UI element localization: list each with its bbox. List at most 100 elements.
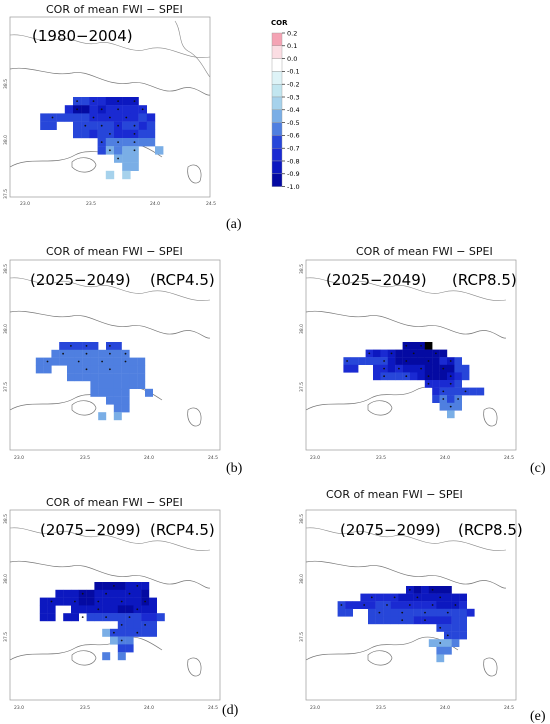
grid-cell xyxy=(454,364,462,373)
significance-dot xyxy=(62,352,64,355)
significance-dot xyxy=(383,375,385,378)
grid-cell xyxy=(94,582,103,590)
grid-cell xyxy=(417,357,425,365)
grid-cell xyxy=(406,608,414,617)
significance-dot xyxy=(370,596,373,599)
grid-cell xyxy=(436,654,445,663)
grid-cell xyxy=(105,138,115,147)
grid-cell xyxy=(110,636,118,645)
island-east xyxy=(483,407,498,427)
grid-cell xyxy=(454,402,462,411)
grid-cell xyxy=(439,357,448,365)
y-axis-ticks: 38.5 38.0 37.5 xyxy=(299,264,305,392)
grid-cell xyxy=(447,410,455,419)
coastline-ridge xyxy=(10,527,210,551)
grid-cell xyxy=(454,372,462,381)
grid-cell xyxy=(121,373,130,382)
grid-cell xyxy=(121,388,130,397)
grid-cell xyxy=(149,621,157,629)
significance-dot xyxy=(378,611,381,614)
x-tick-label: 23.0 xyxy=(14,455,24,461)
colorbar-tick-label: -0.3 xyxy=(287,93,300,101)
grid-cell xyxy=(137,373,146,382)
significance-dot xyxy=(113,631,115,634)
grid-cell xyxy=(380,349,388,358)
significance-dot xyxy=(424,611,426,614)
grid-cell xyxy=(64,105,74,114)
period-label: (2075−2099) xyxy=(340,521,441,539)
significance-dot xyxy=(449,375,452,378)
coastline-north xyxy=(10,67,210,96)
y-axis-ticks: 38.5 38.0 37.5 xyxy=(3,79,9,199)
grid-cell xyxy=(421,601,429,609)
correlation-grid xyxy=(39,582,165,661)
grid-cell xyxy=(113,357,122,366)
grid-cell xyxy=(106,396,114,405)
grid-cell xyxy=(113,388,122,397)
grid-cell xyxy=(444,601,452,609)
grid-cell xyxy=(74,349,83,358)
coastline-layer xyxy=(10,527,210,677)
grid-cell xyxy=(137,381,146,389)
grid-cell xyxy=(375,593,384,602)
grid-cell xyxy=(129,381,138,389)
significance-dot xyxy=(85,352,88,355)
significance-dot xyxy=(398,367,400,370)
coastline-layer xyxy=(10,20,210,184)
significance-dot xyxy=(109,149,111,152)
grid-cell xyxy=(398,593,407,602)
significance-dot xyxy=(124,360,127,363)
significance-dot xyxy=(50,600,53,603)
grid-cell xyxy=(90,381,99,389)
x-axis-ticks: 23.0 23.5 24.0 24.5 xyxy=(310,705,514,711)
grid-cell xyxy=(138,121,147,130)
grid-cell xyxy=(138,113,147,122)
significance-dot xyxy=(401,611,404,614)
significance-dot xyxy=(100,108,103,111)
grid-cell xyxy=(444,593,452,602)
panel-e: 23.0 23.5 24.0 24.5 38.5 38.0 37.5 (2075… xyxy=(299,509,523,711)
grid-cell xyxy=(146,121,156,130)
scenario-label: (RCP4.5) xyxy=(150,271,215,289)
grid-cell xyxy=(447,364,455,373)
grid-cell xyxy=(436,586,445,594)
grid-cell xyxy=(89,105,98,114)
significance-dot xyxy=(85,368,88,371)
grid-cell xyxy=(469,387,477,396)
x-tick-label: 23.5 xyxy=(376,705,386,711)
y-tick-label: 38.5 xyxy=(3,79,9,89)
colorbar-tick-label: -0.5 xyxy=(287,119,300,127)
colorbar-tick-label: -0.6 xyxy=(287,132,300,140)
grid-cell xyxy=(71,605,79,614)
colorbar-tick-label: -0.1 xyxy=(287,68,300,76)
grid-cell xyxy=(383,593,391,602)
x-axis-ticks: 23.0 23.5 24.0 24.5 xyxy=(20,201,216,207)
significance-dot xyxy=(81,616,84,618)
y-tick-label: 37.5 xyxy=(3,189,9,199)
grid-cell xyxy=(395,357,403,365)
grid-cell xyxy=(402,349,411,358)
grid-cell xyxy=(439,402,448,411)
grid-cell xyxy=(64,113,74,122)
x-tick-label: 24.5 xyxy=(208,455,218,461)
grid-cell xyxy=(105,105,115,114)
grid-cell xyxy=(81,97,90,106)
grid-cell xyxy=(130,113,139,122)
grid-cell xyxy=(67,373,75,382)
grid-cell xyxy=(466,608,475,617)
grid-cell xyxy=(47,605,56,614)
grid-cell xyxy=(444,646,452,655)
grid-cell xyxy=(444,624,452,632)
grid-cell xyxy=(345,608,353,617)
significance-dot xyxy=(105,592,107,595)
significance-dot xyxy=(427,375,430,378)
grid-cell xyxy=(122,170,131,180)
grid-cell xyxy=(451,593,460,602)
scenario-label: (RCP4.5) xyxy=(150,521,215,539)
grid-cell xyxy=(149,597,157,606)
grid-cell xyxy=(125,636,134,645)
grid-cell xyxy=(51,357,60,366)
significance-dot xyxy=(439,596,442,599)
significance-dot xyxy=(390,352,393,355)
grid-cell xyxy=(444,639,452,647)
